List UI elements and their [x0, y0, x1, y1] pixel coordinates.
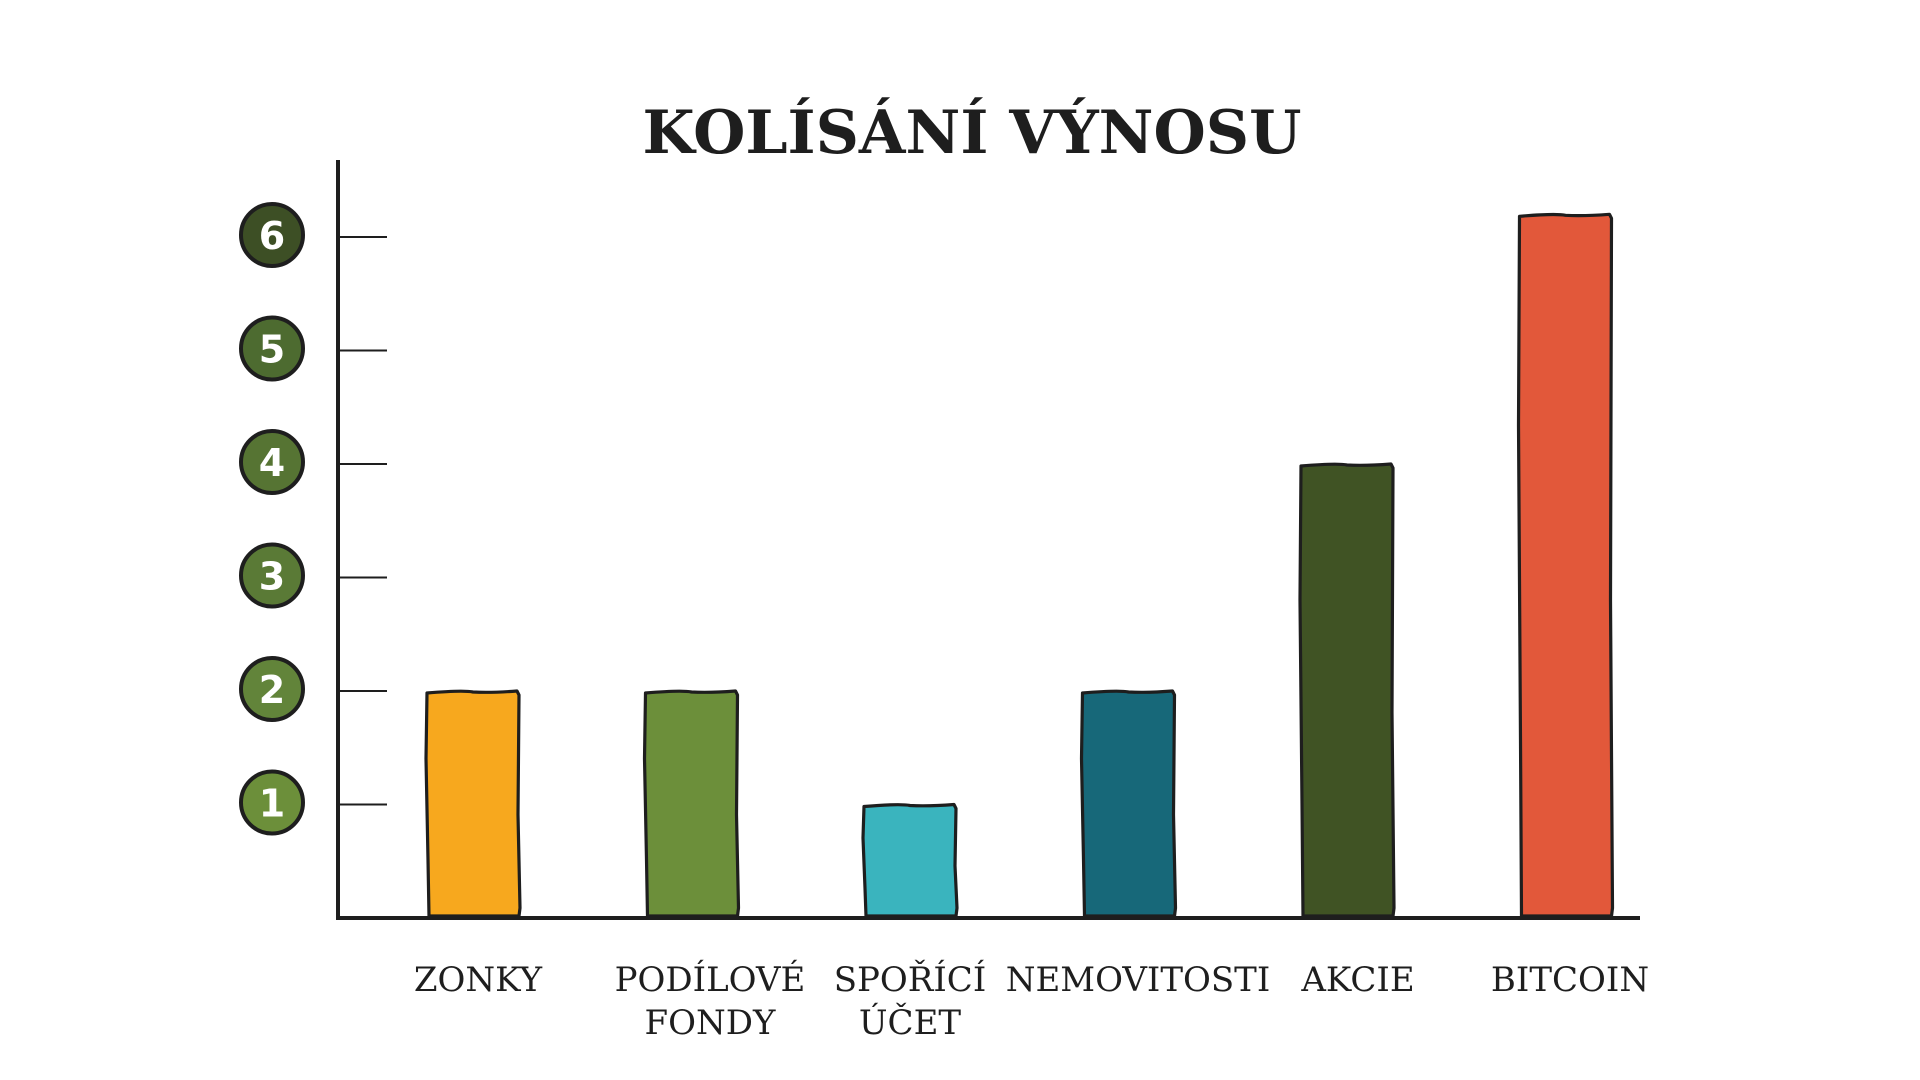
bar [424, 689, 522, 918]
axes [336, 160, 1640, 920]
y-tick-badge [239, 769, 305, 836]
category-label-line: SPOŘÍCÍ [834, 959, 987, 1000]
y-tick-label: 4 [259, 441, 285, 485]
y-tick: 4 [239, 429, 387, 495]
category-label: BITCOIN [1491, 960, 1649, 1000]
y-tick: 1 [239, 769, 387, 836]
y-tick-label: 5 [259, 328, 285, 372]
y-tick-badge [239, 656, 305, 722]
y-tick: 6 [239, 202, 387, 268]
category-label-line: BITCOIN [1491, 960, 1649, 1000]
y-tick-label: 6 [259, 214, 285, 258]
y-tick-label: 1 [259, 782, 285, 826]
bar [1079, 689, 1178, 918]
category-label: AKCIE [1300, 960, 1414, 1000]
category-label: NEMOVITOSTI [1006, 960, 1271, 1000]
category-label-line: AKCIE [1300, 960, 1414, 1000]
category-label-line: ÚČET [859, 1002, 961, 1043]
bars [424, 212, 1615, 918]
bar [861, 802, 959, 918]
y-tick-badge [239, 202, 305, 268]
bar [1298, 462, 1396, 918]
y-tick: 5 [239, 315, 387, 382]
y-tick-badge [239, 429, 305, 495]
y-tick-badge [239, 542, 305, 609]
bar [642, 689, 741, 918]
y-tick-label: 2 [259, 668, 285, 712]
y-tick: 3 [239, 542, 387, 609]
category-label-line: NEMOVITOSTI [1006, 960, 1271, 1000]
bar [1516, 212, 1615, 918]
category-label-line: FONDY [645, 1003, 776, 1043]
category-label-line: PODÍLOVÉ [615, 959, 806, 1000]
category-label-line: ZONKY [414, 960, 543, 1000]
category-label: ZONKY [414, 960, 543, 1000]
chart-title: KOLÍSÁNÍ VÝNOSU [643, 97, 1302, 168]
y-tick-label: 3 [259, 555, 285, 599]
y-tick: 2 [239, 656, 387, 722]
y-tick-badge [239, 315, 305, 382]
y-axis-ticks: 1 2 3 4 5 6 [239, 202, 387, 836]
